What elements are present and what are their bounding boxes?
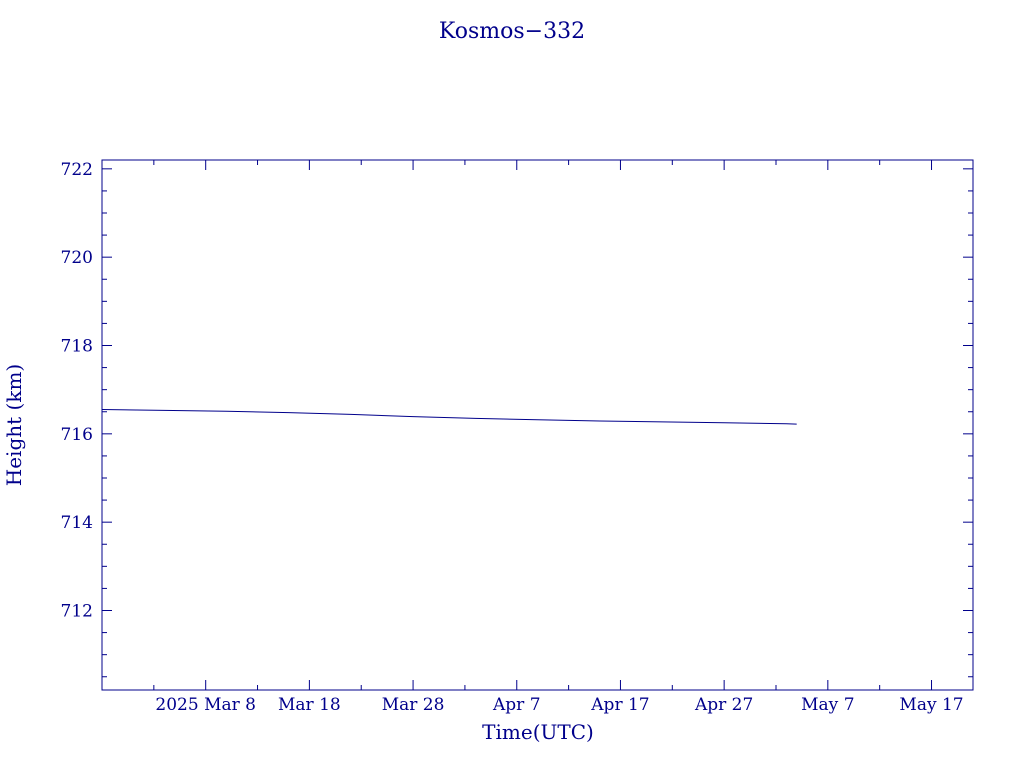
y-tick-label: 712 [61, 602, 93, 622]
plot-frame [101, 159, 974, 691]
x-tick-label: Apr 7 [492, 695, 541, 715]
x-tick-label: May 7 [801, 695, 854, 715]
y-axis-label: Height (km) [2, 364, 26, 486]
x-tick-label: Apr 27 [694, 695, 753, 715]
x-axis-label: Time(UTC) [482, 720, 594, 744]
y-tick-label: 722 [61, 160, 93, 180]
chart-title: Kosmos−332 [439, 19, 585, 44]
labels-layer: 2025 Mar 8 Mar 18 Mar 28 Apr 7 Apr 17 Apr 27 M… [61, 160, 964, 715]
y-tick-label: 720 [61, 248, 93, 268]
series-line-height [101, 409, 797, 425]
x-tick-label: Apr 17 [590, 695, 649, 715]
y-tick-label: 718 [61, 337, 93, 357]
x-tick-label: Mar 28 [382, 695, 445, 715]
x-tick-label: 2025 Mar 8 [155, 695, 256, 715]
ticks-layer [102, 160, 973, 690]
x-tick-label: May 17 [899, 695, 963, 715]
y-tick-label: 714 [61, 513, 93, 533]
y-tick-label: 716 [61, 425, 93, 445]
x-tick-label: Mar 18 [278, 695, 341, 715]
